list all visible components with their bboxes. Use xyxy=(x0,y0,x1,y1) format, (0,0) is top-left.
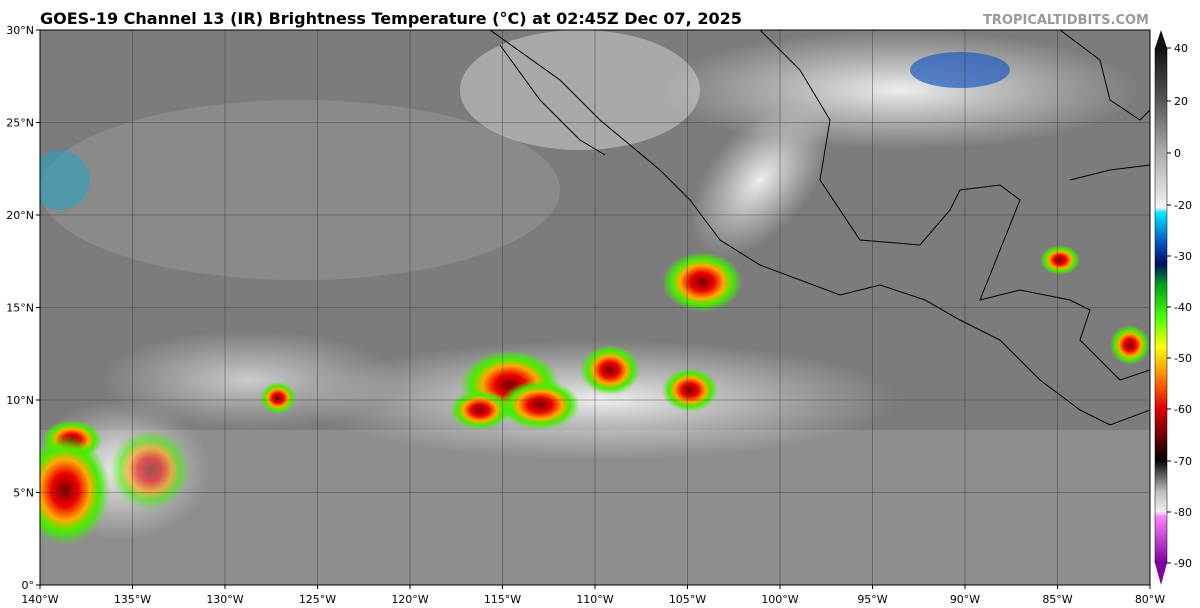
lon-label: 125°W xyxy=(299,593,336,606)
lat-label: 0° xyxy=(22,579,35,592)
lat-label: 15°N xyxy=(6,302,34,315)
lon-label: 140°W xyxy=(21,593,58,606)
colorbar-cap-bottom xyxy=(1155,563,1167,585)
colorbar-label: -80 xyxy=(1174,506,1192,519)
colorbar-label: -60 xyxy=(1174,403,1192,416)
credit: TROPICALTIDBITS.COM xyxy=(983,13,1149,28)
colorbar xyxy=(1154,47,1168,564)
colorbar-label: 20 xyxy=(1174,95,1188,108)
colorbar-label: 0 xyxy=(1174,147,1181,160)
lon-label: 85°W xyxy=(1042,593,1072,606)
lat-label: 30°N xyxy=(6,24,34,37)
colorbar-label: -50 xyxy=(1174,352,1192,365)
colorbar-label: -30 xyxy=(1174,250,1192,263)
lon-label: 90°W xyxy=(950,593,980,606)
colorbar-label: -70 xyxy=(1174,455,1192,468)
lat-label: 25°N xyxy=(6,117,34,130)
lat-label: 5°N xyxy=(13,487,34,500)
lon-label: 100°W xyxy=(761,593,798,606)
colorbar-label: 40 xyxy=(1174,42,1188,55)
lon-label: 135°W xyxy=(114,593,151,606)
lon-label: 95°W xyxy=(857,593,887,606)
map-frame xyxy=(39,29,1151,586)
lon-label: 115°W xyxy=(484,593,521,606)
lon-label: 80°W xyxy=(1135,593,1165,606)
colorbar-cap-top xyxy=(1155,30,1167,48)
lat-label: 10°N xyxy=(6,394,34,407)
lon-label: 120°W xyxy=(391,593,428,606)
colorbar-label: -90 xyxy=(1174,557,1192,570)
lat-label: 20°N xyxy=(6,209,34,222)
lon-label: 110°W xyxy=(576,593,613,606)
lon-label: 130°W xyxy=(206,593,243,606)
colorbar-label: -40 xyxy=(1174,301,1192,314)
title: GOES-19 Channel 13 (IR) Brightness Tempe… xyxy=(40,9,742,28)
lon-label: 105°W xyxy=(669,593,706,606)
colorbar-label: -20 xyxy=(1174,199,1192,212)
